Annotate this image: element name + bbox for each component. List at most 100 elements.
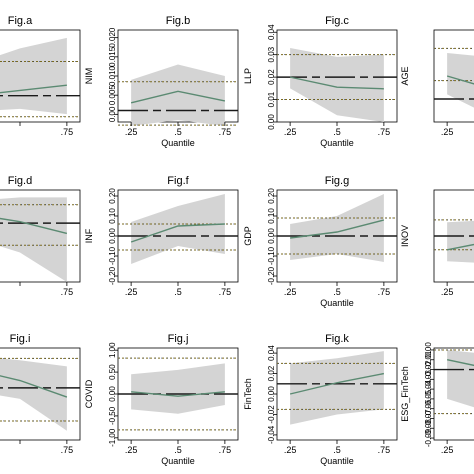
x-tick-label: .25 [284,445,297,455]
x-axis-label: Quantile [320,298,354,308]
x-tick-label: .25 [284,287,297,297]
y-tick-label: -0.08 [424,419,433,438]
x-tick-label: .75 [219,127,232,137]
x-tick-label: .5 [174,287,182,297]
y-tick-label: -0.03 [424,370,433,389]
x-tick-label: .5 [333,127,341,137]
panel-title: Fig.c [325,15,349,27]
y-tick-label: 0.20 [267,188,276,204]
quantile-coef-line [130,90,226,104]
y-tick-label: 0.02 [267,365,276,381]
chart-panel-7: .25 .5 .75 -0.20-0.10 0.00 0.10 0.20 Fig.g Quant… [243,175,398,308]
y-tick-label: 0.03 [267,46,276,62]
quantile-coef-line [446,75,474,85]
x-axis-label: Quantile [161,456,195,466]
y-tick-label: -0.50 [108,406,117,425]
y-axis-label: LLP [243,68,253,84]
panel-title: Fig.b [166,15,190,27]
y-tick-label: -0.02 [267,405,276,424]
chart-panel-3: .25 .5 .75 0.00 0.01 0.02 0.03 0.04 Fig.c Quantil… [243,15,398,148]
y-tick-label: -0.09 [424,428,433,447]
y-tick-label: 0.00 [108,386,117,402]
x-tick-label: .5 [333,287,341,297]
y-tick-label: 0.00 [267,228,276,244]
x-tick-label: .25 [441,287,454,297]
chart-panel-6: .25 .5 .75 -0.20-0.10 0.00 0.10 0.20 Fig.f INF [84,175,239,297]
quantile-coef-line [0,375,68,398]
y-tick-label: 0.02 [267,69,276,85]
y-tick-label: -0.10 [108,246,117,265]
x-tick-label: .75 [61,127,74,137]
quantile-coef-line [0,217,68,235]
y-axis-label: INOV [400,225,410,247]
x-tick-label: .75 [219,445,232,455]
quantile-coef-line [290,219,385,239]
y-tick-label: -0.02 [424,360,433,379]
panel-title: Fig.i [10,333,31,345]
y-tick-label: -0.04 [424,379,433,398]
y-tick-label: 0.00 [267,114,276,130]
quantile-coef-line [0,84,67,94]
y-tick-label: -0.01 [424,350,433,369]
x-tick-label: .25 [441,445,454,455]
y-axis-label: NIM [84,68,94,85]
x-tick-label: .75 [219,287,232,297]
x-tick-label: .25 [441,127,454,137]
y-tick-label: 0.01 [267,91,276,107]
confidence-band [290,194,384,262]
quantile-coef-line [289,372,385,395]
panel-title: Fig.f [167,175,189,187]
panel-title: Fig.j [168,333,189,345]
y-tick-label: 1.00 [108,342,117,358]
x-tick-label: .25 [284,127,297,137]
y-tick-label: 0.00 [267,386,276,402]
x-tick-label: .25 [125,127,138,137]
y-tick-label: 0.010 [108,65,117,86]
y-tick-label: 0.00 [424,342,433,358]
x-axis-label: Quantile [320,456,354,466]
quantile-coef-line [131,391,225,397]
chart-panel-12: .25 -0.09-0.08-0.07-0.06-0.05-0.04-0.03-0… [400,342,474,455]
y-tick-label: -0.05 [424,389,433,408]
x-tick-label: .75 [61,287,74,297]
chart-panel-10: .25 .5 .75 -1.00 -0.50 0.00 0.50 1.00 Fig.j Quant… [84,333,239,466]
y-axis-label: ESG_FinTech [400,366,410,422]
x-tick-label: .25 [125,287,138,297]
confidence-band [131,194,225,264]
y-tick-label: 0.005 [108,85,117,106]
panel-title: Fig.k [325,333,349,345]
y-tick-label: 0.015 [108,46,117,67]
y-tick-label: -0.07 [424,409,433,428]
y-axis-label: AGE [400,66,410,85]
x-tick-label: .5 [174,127,182,137]
x-tick-label: .25 [125,445,138,455]
chart-panel-8: .25 INOV [400,189,474,297]
y-tick-label: 0.10 [108,208,117,224]
confidence-band [290,351,384,425]
panel-title: Fig.a [8,15,33,27]
panel-title: Fig.d [8,175,32,187]
y-tick-label: -1.00 [108,428,117,447]
x-tick-label: .75 [378,287,391,297]
y-axis-label: FinTech [243,378,253,410]
y-tick-label: 0.04 [267,24,276,40]
y-tick-label: 0.020 [108,27,117,48]
y-tick-label: -0.20 [267,266,276,285]
y-tick-label: 0.50 [108,364,117,380]
confidence-band [290,47,384,122]
x-tick-label: .75 [378,445,391,455]
quantile-coef-line [446,359,474,367]
y-tick-label: 0.00 [108,106,117,122]
panel-title: Fig.g [325,175,349,187]
y-axis-label: GDP [243,226,253,246]
y-tick-label: 0.00 [108,228,117,244]
confidence-band [447,220,474,263]
y-tick-label: -0.04 [267,425,276,444]
x-tick-label: .75 [61,445,74,455]
y-tick-label: -0.10 [267,246,276,265]
x-tick-label: .75 [378,127,391,137]
y-tick-label: -0.06 [424,399,433,418]
